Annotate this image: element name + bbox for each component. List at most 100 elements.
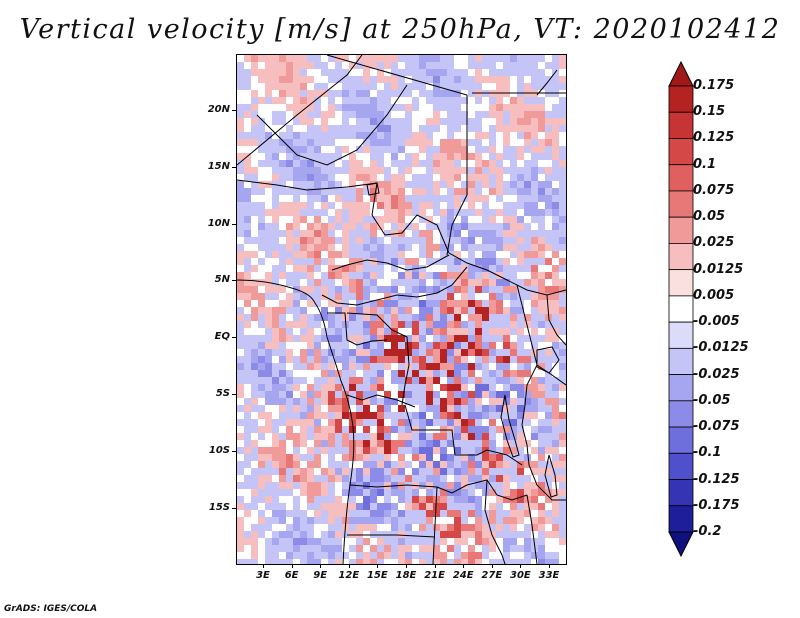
field-cell bbox=[342, 510, 349, 517]
colorbar-segment bbox=[668, 85, 694, 113]
field-cell bbox=[349, 398, 356, 405]
field-cell bbox=[531, 251, 538, 258]
field-cell bbox=[531, 139, 538, 146]
field-cell bbox=[279, 363, 286, 370]
field-cell bbox=[454, 265, 461, 272]
field-cell bbox=[363, 475, 370, 482]
field-cell bbox=[475, 384, 482, 391]
field-cell bbox=[342, 440, 349, 447]
field-cell bbox=[419, 202, 426, 209]
field-cell bbox=[510, 363, 517, 370]
field-cell bbox=[468, 237, 475, 244]
field-cell bbox=[328, 510, 335, 517]
field-cell bbox=[314, 195, 321, 202]
field-cell bbox=[510, 328, 517, 335]
field-cell bbox=[237, 265, 244, 272]
field-cell bbox=[286, 454, 293, 461]
field-cell bbox=[363, 482, 370, 489]
field-cell bbox=[384, 195, 391, 202]
field-cell bbox=[468, 538, 475, 545]
field-cell bbox=[370, 90, 377, 97]
field-cell bbox=[307, 160, 314, 167]
field-cell bbox=[342, 426, 349, 433]
longitude-tick bbox=[491, 564, 493, 568]
field-cell bbox=[426, 531, 433, 538]
field-cell bbox=[503, 125, 510, 132]
field-cell bbox=[412, 412, 419, 419]
field-cell bbox=[370, 489, 377, 496]
field-cell bbox=[552, 223, 559, 230]
field-cell bbox=[433, 328, 440, 335]
field-cell bbox=[538, 265, 545, 272]
field-cell bbox=[377, 90, 384, 97]
field-cell bbox=[398, 300, 405, 307]
field-cell bbox=[524, 552, 531, 559]
field-cell bbox=[307, 244, 314, 251]
field-cell bbox=[538, 55, 545, 62]
field-cell bbox=[454, 398, 461, 405]
field-cell bbox=[377, 244, 384, 251]
field-cell bbox=[335, 104, 342, 111]
field-cell bbox=[237, 503, 244, 510]
field-cell bbox=[293, 181, 300, 188]
field-cell bbox=[468, 251, 475, 258]
field-cell bbox=[405, 55, 412, 62]
field-cell bbox=[440, 132, 447, 139]
field-cell bbox=[314, 419, 321, 426]
field-cell bbox=[517, 426, 524, 433]
field-cell bbox=[363, 153, 370, 160]
field-cell bbox=[307, 62, 314, 69]
field-cell bbox=[503, 454, 510, 461]
field-cell bbox=[454, 545, 461, 552]
field-cell bbox=[433, 510, 440, 517]
field-cell bbox=[475, 335, 482, 342]
field-cell bbox=[419, 76, 426, 83]
field-cell bbox=[552, 489, 559, 496]
field-cell bbox=[356, 517, 363, 524]
field-cell bbox=[405, 286, 412, 293]
field-cell bbox=[244, 447, 251, 454]
field-cell bbox=[314, 321, 321, 328]
field-cell bbox=[384, 321, 391, 328]
longitude-tick bbox=[549, 564, 550, 568]
field-cell bbox=[370, 510, 377, 517]
field-cell bbox=[244, 188, 251, 195]
field-cell bbox=[489, 258, 496, 265]
field-cell bbox=[370, 209, 377, 216]
field-cell bbox=[370, 419, 377, 426]
field-cell bbox=[251, 153, 258, 160]
field-cell bbox=[398, 188, 405, 195]
field-cell bbox=[251, 160, 258, 167]
field-cell bbox=[454, 55, 461, 62]
field-cell bbox=[258, 447, 265, 454]
field-cell bbox=[559, 433, 566, 440]
field-cell bbox=[412, 321, 419, 328]
field-cell bbox=[314, 482, 321, 489]
field-cell bbox=[468, 216, 475, 223]
field-cell bbox=[286, 328, 293, 335]
field-cell bbox=[482, 482, 489, 489]
field-cell bbox=[258, 489, 265, 496]
field-cell bbox=[545, 461, 552, 468]
field-cell bbox=[440, 517, 447, 524]
field-cell bbox=[349, 489, 356, 496]
field-cell bbox=[300, 83, 307, 90]
field-cell bbox=[426, 300, 433, 307]
field-cell bbox=[398, 132, 405, 139]
field-cell bbox=[461, 279, 468, 286]
field-cell bbox=[503, 468, 510, 475]
field-cell bbox=[538, 62, 545, 69]
field-cell bbox=[342, 244, 349, 251]
field-cell bbox=[440, 489, 447, 496]
field-cell bbox=[335, 279, 342, 286]
field-cell bbox=[307, 300, 314, 307]
field-cell bbox=[559, 104, 566, 111]
field-cell bbox=[356, 62, 363, 69]
field-cell bbox=[328, 405, 335, 412]
field-cell bbox=[468, 531, 475, 538]
field-cell bbox=[440, 377, 447, 384]
field-cell bbox=[524, 244, 531, 251]
field-cell bbox=[426, 384, 433, 391]
field-cell bbox=[545, 517, 552, 524]
field-cell bbox=[307, 132, 314, 139]
